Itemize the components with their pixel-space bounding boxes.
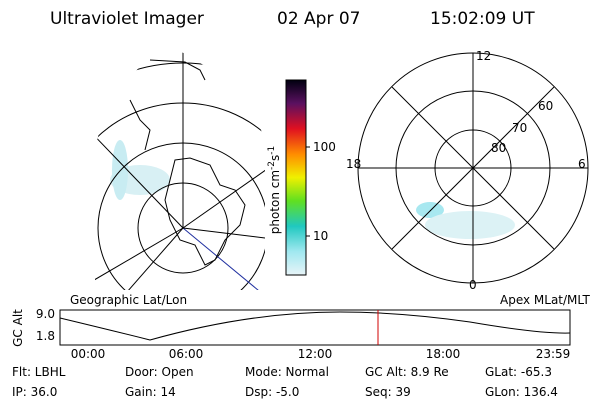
unit-exp: -2 bbox=[267, 161, 277, 170]
mlat-label: 80 bbox=[491, 141, 506, 155]
mlt-label: 12 bbox=[476, 49, 491, 63]
colorbar-label: photon cm-2s-1 bbox=[267, 146, 282, 235]
x-tick-label: 18:00 bbox=[426, 347, 461, 361]
altitude-strip bbox=[59, 309, 571, 346]
title: Ultraviolet Imager bbox=[50, 9, 204, 29]
axis-label: GC Alt bbox=[11, 309, 25, 347]
geographic-map bbox=[95, 45, 265, 290]
status-field: GLat: -65.3 bbox=[485, 365, 552, 379]
x-tick-label: 12:00 bbox=[298, 347, 333, 361]
status-field: Door: Open bbox=[125, 365, 194, 379]
colorbar-tick-label: 10 bbox=[313, 229, 328, 243]
status-field: IP: 36.0 bbox=[12, 385, 57, 399]
polar-plot bbox=[357, 52, 589, 284]
y-tick-label: 1.8 bbox=[36, 329, 55, 343]
mlt-label: 0 bbox=[469, 278, 477, 292]
status-field: GC Alt: 8.9 Re bbox=[365, 365, 449, 379]
date: 02 Apr 07 bbox=[277, 9, 360, 29]
colorbar bbox=[285, 79, 307, 276]
x-tick-label: 23:59 bbox=[536, 347, 571, 361]
status-field: Mode: Normal bbox=[245, 365, 329, 379]
unit-exp: -1 bbox=[267, 146, 277, 155]
mlt-label: 18 bbox=[346, 157, 361, 171]
mlat-label: 60 bbox=[538, 99, 553, 113]
status-field: Seq: 39 bbox=[365, 385, 411, 399]
x-tick-label: 06:00 bbox=[169, 347, 204, 361]
unit-base: photon cm bbox=[268, 170, 282, 234]
unit-mid: s bbox=[268, 155, 282, 161]
mlt-label: 6 bbox=[578, 157, 586, 171]
status-field: Gain: 14 bbox=[125, 385, 176, 399]
panel-label: Apex MLat/MLT bbox=[500, 293, 590, 307]
mlat-label: 70 bbox=[512, 121, 527, 135]
status-field: Flt: LBHL bbox=[12, 365, 66, 379]
status-field: GLon: 136.4 bbox=[485, 385, 558, 399]
y-tick-label: 9.0 bbox=[36, 307, 55, 321]
time: 15:02:09 UT bbox=[430, 9, 535, 29]
status-field: Dsp: -5.0 bbox=[245, 385, 299, 399]
colorbar-tick-label: 100 bbox=[313, 140, 336, 154]
panel-label: Geographic Lat/Lon bbox=[70, 293, 187, 307]
x-tick-label: 00:00 bbox=[71, 347, 106, 361]
altitude-curve bbox=[59, 311, 571, 341]
